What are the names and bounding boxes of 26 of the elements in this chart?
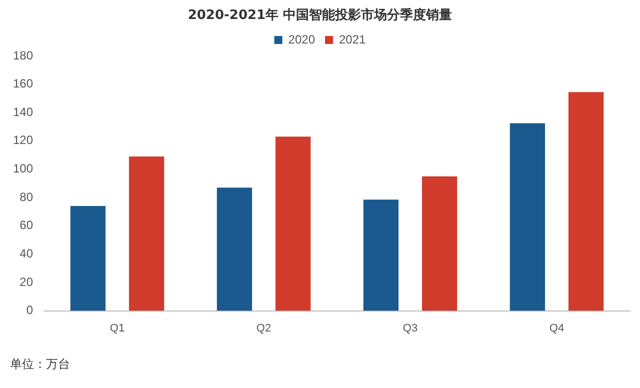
y-tick-label: 60: [20, 218, 34, 232]
bar: [363, 200, 399, 311]
x-tick-label: Q1: [110, 322, 125, 334]
y-tick-label: 20: [20, 274, 34, 289]
y-tick-label: 80: [20, 190, 34, 204]
bar: [422, 176, 458, 311]
y-tick-label: 140: [12, 104, 34, 119]
chart-title: 2020-2021年 中国智能投影市场分季度销量: [186, 6, 454, 24]
bar: [510, 123, 546, 311]
y-tick-label: 160: [12, 76, 34, 91]
bar: [275, 136, 311, 311]
y-tick-label: 40: [20, 246, 34, 260]
bar: [70, 206, 106, 311]
y-tick-label: 100: [12, 162, 34, 176]
y-tick-label: 180: [12, 48, 34, 62]
bar: [216, 188, 252, 311]
text: 单位：万台: [10, 356, 70, 373]
x-tick-label: Q3: [402, 322, 418, 334]
bar: [128, 156, 164, 311]
bar: [568, 92, 604, 311]
y-tick-label: 120: [12, 133, 34, 148]
x-tick-label: Q4: [549, 322, 564, 334]
legend-label: 2021: [339, 32, 366, 46]
x-tick-label: Q2: [256, 322, 272, 334]
legend-label: 2020: [288, 32, 316, 46]
y-tick-label: 0: [26, 303, 34, 318]
